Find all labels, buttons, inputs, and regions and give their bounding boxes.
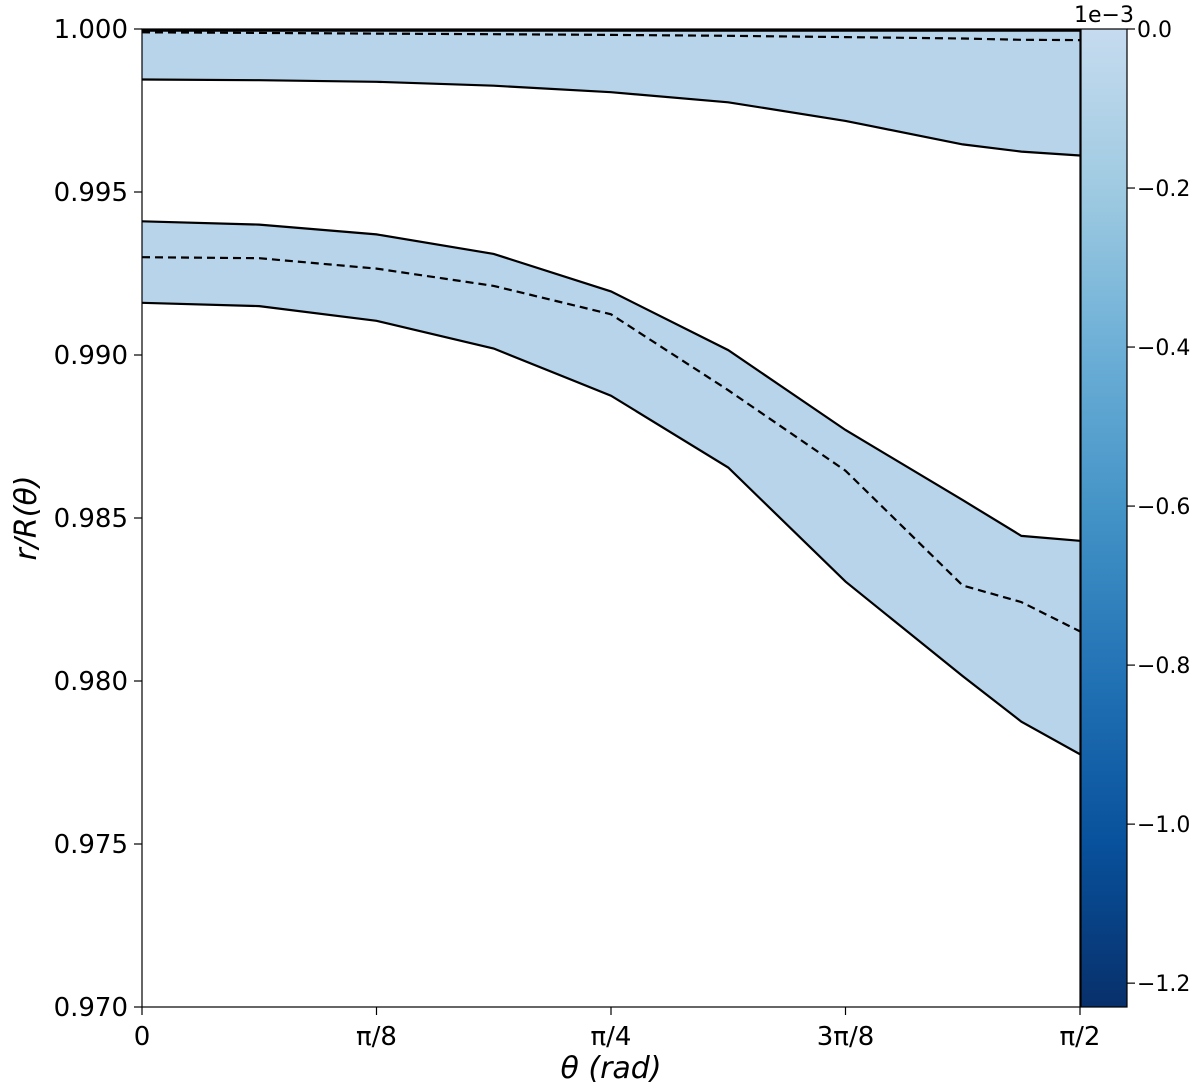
y-tick-label: 0.990 — [54, 341, 128, 371]
colorbar: 0.0 −0.2 −0.4 −0.6 −0.8 −1.0 −1.2 — [1080, 18, 1190, 1008]
x-tick-label: π/8 — [356, 1022, 397, 1052]
y-tick-label: 0.995 — [54, 178, 128, 208]
plot-area — [142, 29, 1080, 756]
colorbar-tick-label: −0.6 — [1137, 495, 1190, 520]
x-tick-label: π/4 — [591, 1022, 632, 1052]
colorbar-tick-label: −1.2 — [1137, 972, 1190, 997]
colorbar-offset-label: 1e−3 — [1074, 3, 1134, 28]
y-axis-label: r/R(θ) — [9, 475, 44, 560]
x-tick-label: π/2 — [1060, 1022, 1101, 1052]
band-upper-line-1 — [142, 220, 1080, 542]
x-tick-label: 0 — [134, 1022, 151, 1052]
band-lower-line-0 — [142, 78, 1080, 157]
y-tick-label: 1.000 — [54, 15, 128, 45]
colorbar-tick-label: −0.8 — [1137, 654, 1190, 679]
colorbar-bar — [1080, 28, 1128, 1008]
colorbar-tick-label: 0.0 — [1137, 18, 1172, 43]
band-fill-1 — [142, 221, 1080, 755]
colorbar-tick-label: −1.0 — [1137, 813, 1190, 838]
colorbar-tick-label: −0.2 — [1137, 177, 1190, 202]
band-lower-line-1 — [142, 301, 1080, 756]
y-tick-label: 0.970 — [54, 993, 128, 1023]
colorbar-tick-label: −0.4 — [1137, 336, 1190, 361]
x-tick-label: 3π/8 — [817, 1022, 875, 1052]
x-axis-label: θ (rad) — [560, 1051, 661, 1086]
band-dashed-line-0 — [142, 31, 1080, 42]
band-fill-0 — [142, 30, 1080, 156]
y-tick-label: 0.975 — [54, 830, 128, 860]
x-axis: 0 π/8 π/4 3π/8 π/2 — [134, 1007, 1101, 1052]
y-tick-label: 0.985 — [54, 504, 128, 534]
y-axis: 0.970 0.975 0.980 0.985 0.990 0.995 1.000 — [54, 15, 142, 1023]
band-dashed-line-1 — [142, 256, 1080, 633]
y-tick-label: 0.980 — [54, 667, 128, 697]
